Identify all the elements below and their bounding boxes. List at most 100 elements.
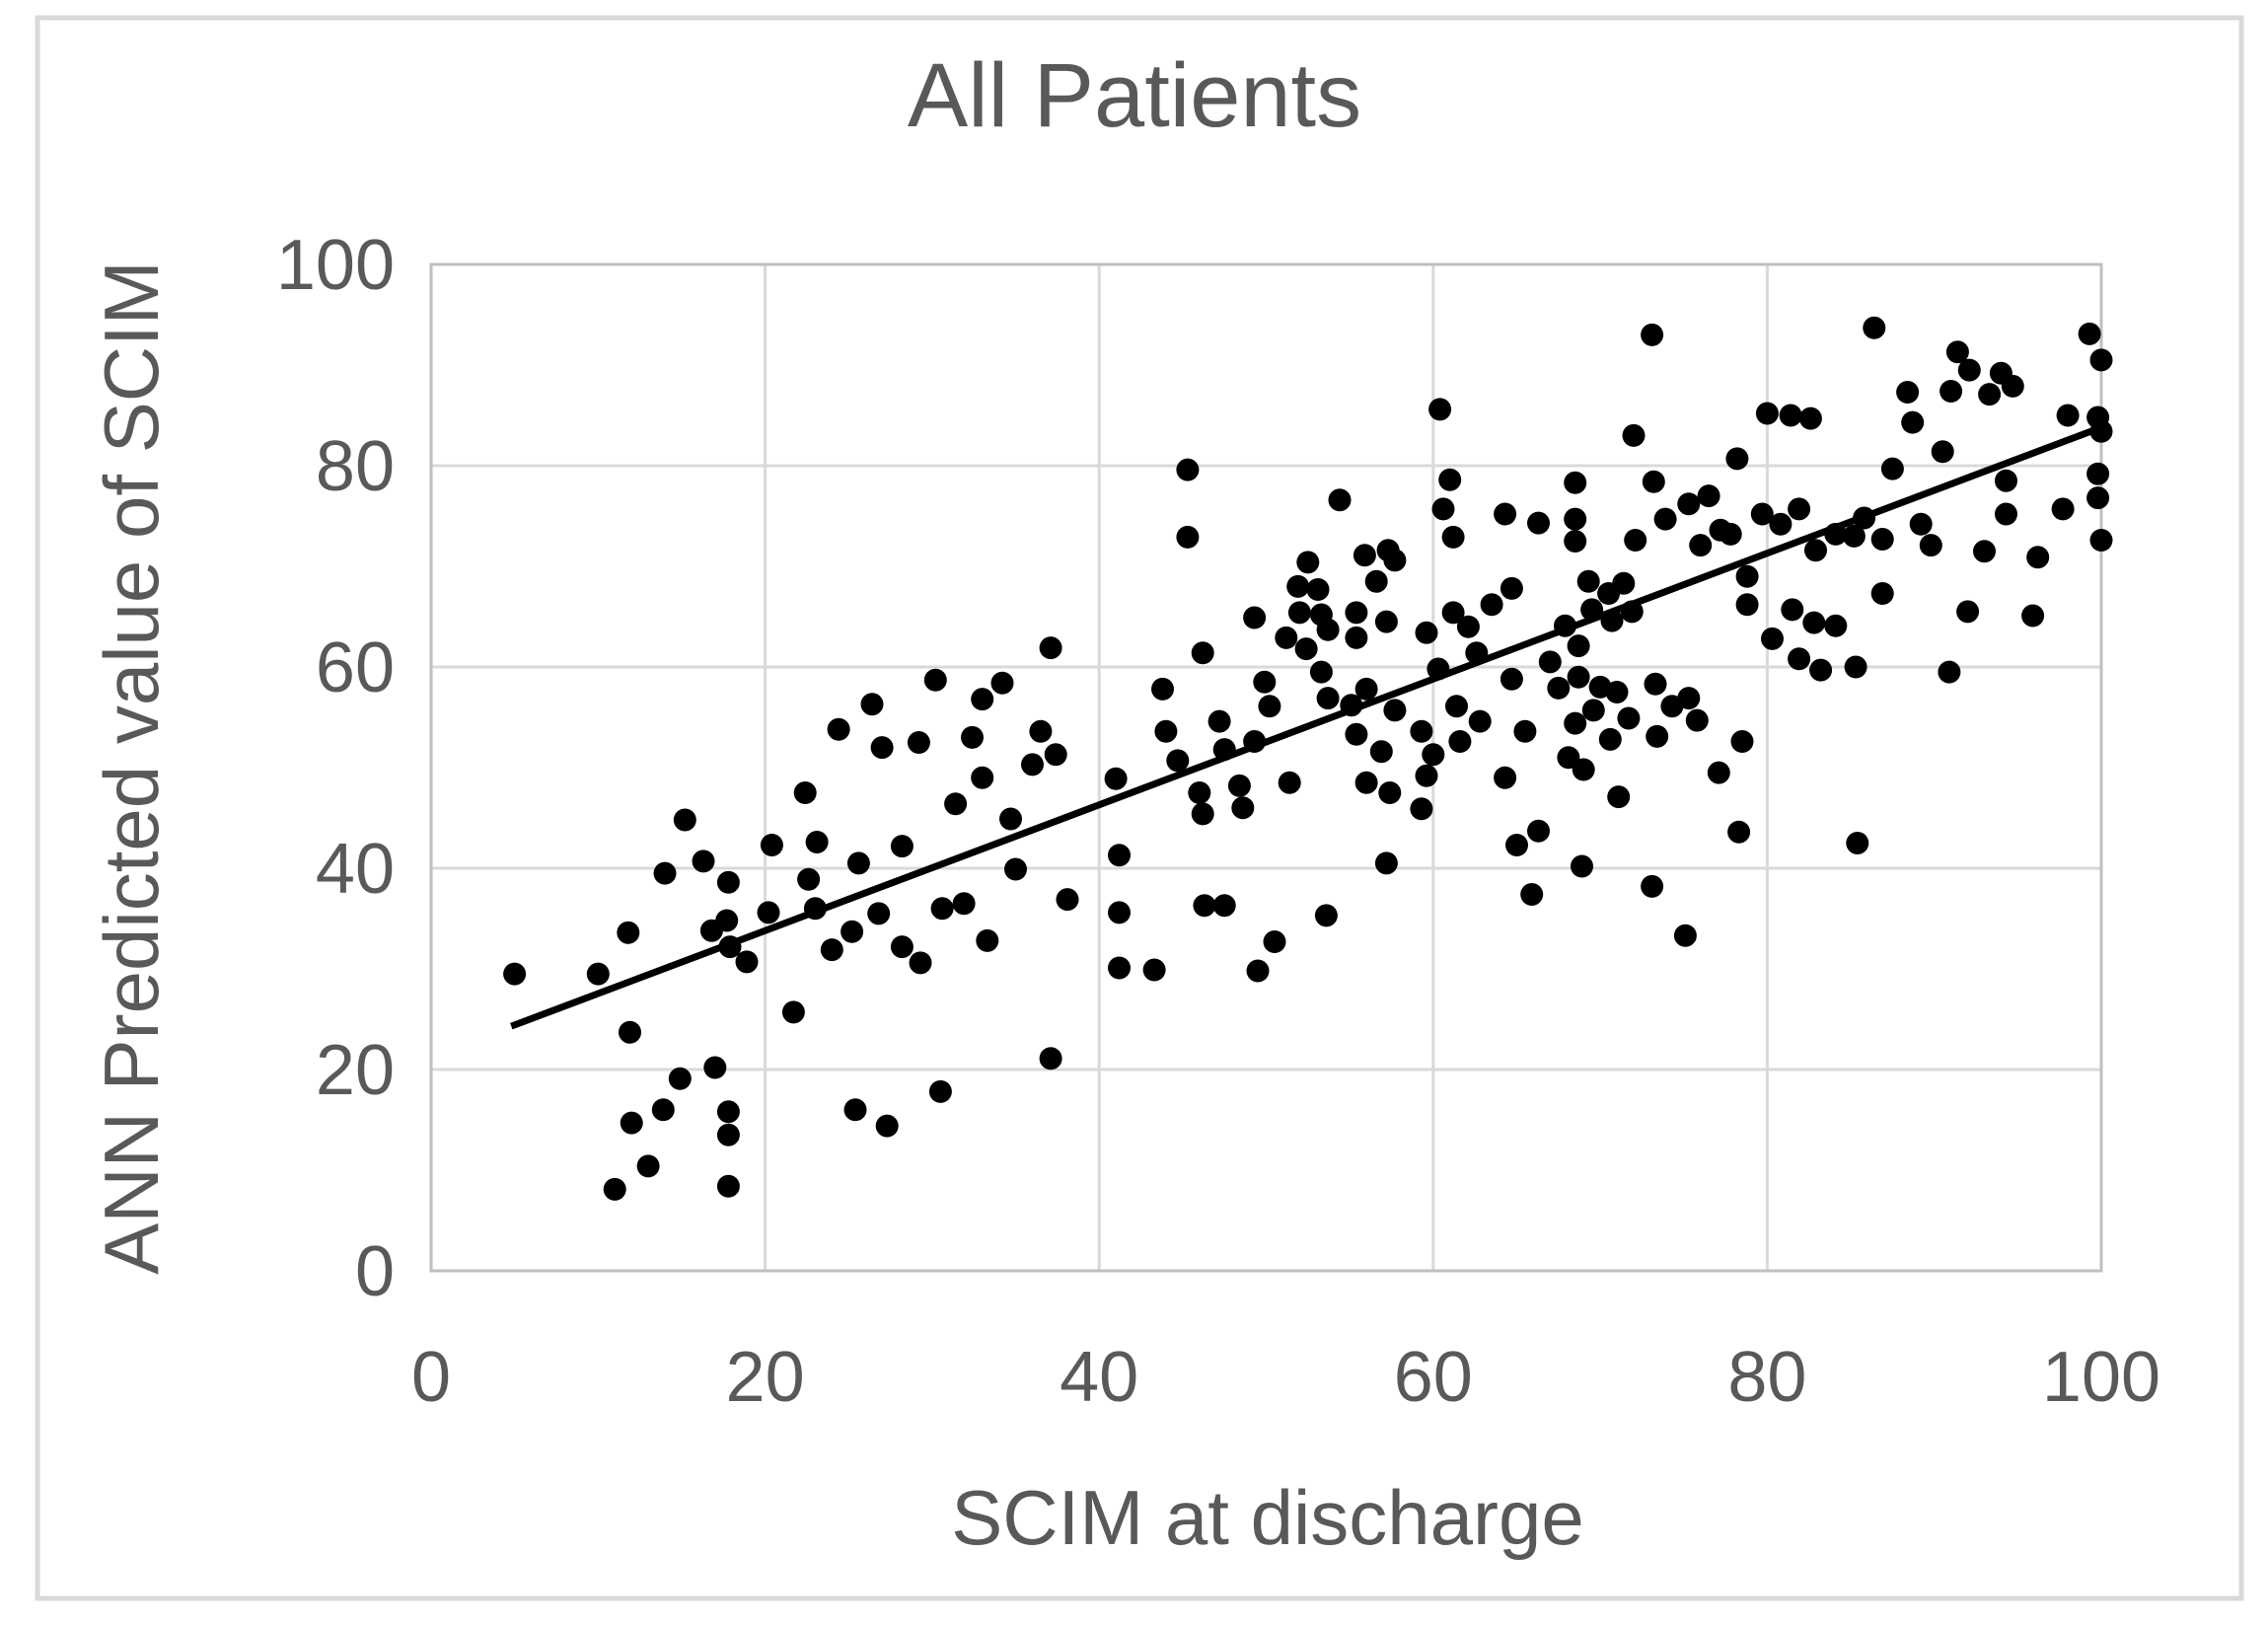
scatter-point [1374, 851, 1398, 875]
scatter-point [1725, 447, 1749, 471]
trend-line [510, 423, 2103, 1030]
scatter-point [1278, 771, 1301, 794]
scatter-point [827, 717, 850, 741]
x-tick-label: 80 [1727, 1338, 1806, 1417]
scatter-point [1275, 626, 1298, 649]
scatter-point [841, 920, 864, 943]
scatter-point [1538, 650, 1562, 674]
figure-border [35, 15, 2244, 1601]
scatter-point [1345, 722, 1368, 746]
y-tick-label: 60 [316, 628, 395, 707]
scatter-point [1441, 525, 1465, 549]
scatter-point [1166, 749, 1190, 773]
scatter-point [619, 1020, 641, 1044]
scatter-point [1004, 857, 1027, 881]
scatter-point [1314, 904, 1338, 927]
scatter-point [1761, 627, 1784, 650]
scatter-point [1957, 358, 1981, 382]
scatter-point [875, 1114, 899, 1138]
scatter-point [1788, 647, 1811, 671]
scatter-point [1243, 606, 1267, 629]
scatter-point [1804, 539, 1827, 562]
scatter-point [716, 1100, 740, 1124]
scatter-point [1653, 507, 1677, 531]
scatter-point [2086, 462, 2110, 485]
scatter-point [1567, 665, 1590, 689]
scatter-point [1108, 844, 1131, 867]
scatter-point [1781, 598, 1804, 622]
scatter-point [1641, 323, 1664, 346]
scatter-point [1415, 621, 1438, 644]
scatter-point [1697, 484, 1720, 508]
scatter-point [1316, 618, 1340, 641]
scatter-point [1607, 785, 1631, 809]
scatter-point [1642, 470, 1665, 493]
scatter-point [1364, 569, 1388, 593]
scatter-point [703, 1056, 727, 1079]
y-tick-label: 20 [316, 1031, 395, 1110]
scatter-point [1345, 626, 1368, 649]
y-tick-label: 100 [276, 226, 395, 305]
scatter-point [1673, 924, 1697, 947]
scatter-point [1193, 894, 1216, 918]
scatter-point [1945, 340, 1969, 364]
scatter-point [668, 1067, 692, 1090]
scatter-point [1354, 677, 1378, 701]
scatter-point [1176, 458, 1200, 481]
scatter-point [1870, 528, 1894, 551]
scatter-point [1445, 695, 1468, 718]
scatter-point [1500, 667, 1523, 691]
scatter-point [1480, 593, 1503, 617]
scatter-point [2089, 419, 2113, 443]
y-tick-label: 80 [316, 427, 395, 506]
scatter-point [1176, 525, 1200, 549]
scatter-point [1428, 398, 1452, 421]
scatter-point [976, 928, 999, 952]
scatter-point [890, 835, 914, 858]
scatter-point [1353, 544, 1376, 567]
scatter-point [1931, 440, 1954, 464]
scatter-point [1207, 709, 1231, 733]
scatter-point [1431, 497, 1455, 521]
scatter-point [1755, 402, 1779, 425]
scatter-point [1142, 958, 1166, 982]
scatter-point [1624, 529, 1647, 552]
scatter-point [1369, 740, 1393, 764]
scatter-point [1824, 614, 1848, 637]
x-axis-tick-labels: 0 20 40 60 80 100 [411, 1338, 2160, 1417]
scatter-point [2051, 497, 2075, 521]
scatter-point [1494, 502, 1517, 526]
scatter-point [1909, 512, 1933, 536]
scatter-point [1527, 511, 1550, 535]
scatter-point [673, 808, 696, 832]
x-tick-label: 60 [1394, 1338, 1473, 1417]
scatter-point [1253, 670, 1277, 694]
scatter-point [716, 1123, 740, 1146]
scatter-point [930, 897, 954, 921]
scatter-point [971, 766, 994, 789]
scatter-point [1383, 549, 1407, 572]
scatter-point [1750, 502, 1774, 526]
scatter-point [909, 951, 932, 975]
scatter-point [1354, 771, 1378, 794]
scatter-point [1685, 708, 1709, 732]
scatter-point [1345, 601, 1368, 625]
scatter-point [1410, 797, 1433, 821]
scatter-point [1576, 569, 1600, 593]
scatter-point [1735, 593, 1759, 617]
scatter-point [1021, 753, 1044, 776]
scatter-point [653, 861, 677, 885]
scatter-point [692, 850, 715, 873]
y-axis-title: ANN Predicted value of SCIM [88, 260, 175, 1274]
scatter-point [1707, 761, 1730, 784]
scatter-point [1870, 582, 1894, 605]
scatter-point [1677, 492, 1701, 516]
scatter-point [1901, 410, 1925, 434]
scatter-point [1378, 781, 1402, 804]
scatter-point [1294, 637, 1318, 661]
scatter-point [797, 867, 821, 891]
scatter-point [1564, 507, 1587, 531]
scatter-point [1296, 551, 1320, 574]
